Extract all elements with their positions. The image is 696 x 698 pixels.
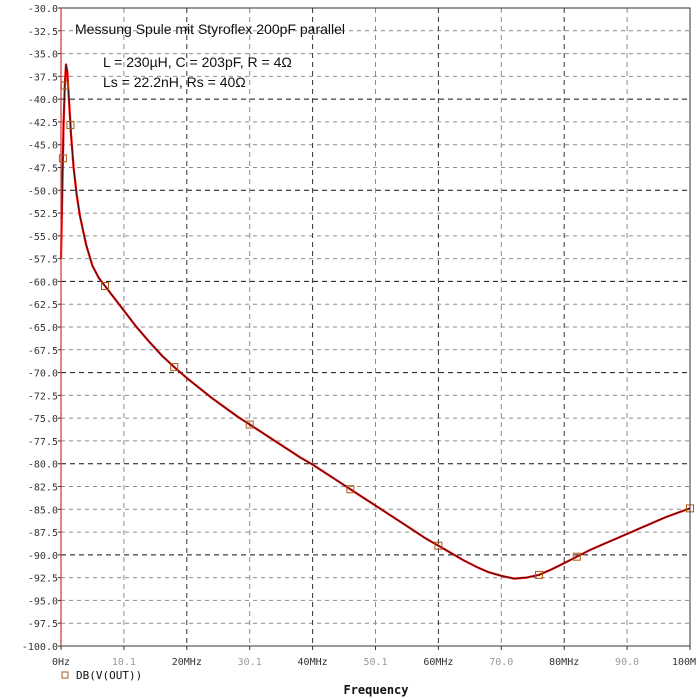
y-tick-label: -50.0 — [28, 186, 58, 197]
chart-title: Messung Spule mit Styroflex 200pF parall… — [75, 21, 345, 37]
series-marker — [66, 120, 75, 129]
series-marker — [101, 281, 110, 290]
legend: DB(V(OUT)) — [61, 669, 142, 682]
y-tick-label: -65.0 — [28, 323, 58, 334]
x-tick-label: 0Hz — [52, 657, 70, 668]
x-tick-label: 10.1 — [112, 657, 136, 668]
tick-labels: -30.0 -32.5 -35.0 -37.5 -40.0 -42.5 -45.0 -47.5… — [22, 4, 696, 668]
y-tick-label: -42.5 — [28, 118, 58, 129]
series-marker — [572, 552, 581, 561]
series-marker — [58, 154, 67, 163]
y-tick-label: -82.5 — [28, 483, 58, 494]
y-tick-label: -60.0 — [28, 277, 58, 288]
x-tick-label: 90.0 — [615, 657, 639, 668]
series-marker — [434, 541, 443, 550]
y-tick-label: -35.0 — [28, 50, 58, 61]
y-tick-label: -37.5 — [28, 72, 58, 83]
series-marker — [346, 485, 355, 494]
y-tick-label: -57.5 — [28, 255, 58, 266]
legend-series-name: DB(V(OUT)) — [76, 669, 142, 682]
y-tick-label: -87.5 — [28, 528, 58, 539]
y-tick-label: -47.5 — [28, 164, 58, 175]
x-tick-label: 100MHz — [672, 657, 696, 668]
y-tick-label: -45.0 — [28, 141, 58, 152]
y-tick-label: -75.0 — [28, 414, 58, 425]
y-tick-label: -32.5 — [28, 27, 58, 38]
y-tick-label: -67.5 — [28, 346, 58, 357]
y-tick-label: -40.0 — [28, 95, 58, 106]
grid — [58, 7, 691, 650]
x-tick-label: 20MHz — [172, 657, 202, 668]
y-tick-label: -77.5 — [28, 437, 58, 448]
annotation-component-values: L = 230µH, C = 203pF, R = 4Ω — [103, 54, 292, 70]
x-axis-label: Frequency — [343, 683, 408, 697]
series-trend-line — [60, 64, 691, 580]
y-tick-label: -97.5 — [28, 619, 58, 630]
series-layer — [58, 63, 694, 580]
y-tick-label: -62.5 — [28, 300, 58, 311]
y-tick-label: -55.0 — [28, 232, 58, 243]
series-marker — [170, 363, 179, 372]
legend-marker-icon — [61, 671, 69, 679]
series-marker — [245, 420, 254, 429]
y-tick-label: -92.5 — [28, 574, 58, 585]
y-tick-label: -72.5 — [28, 391, 58, 402]
y-tick-label: -90.0 — [28, 551, 58, 562]
x-tick-label: 70.0 — [489, 657, 513, 668]
y-tick-label: -52.5 — [28, 209, 58, 220]
x-tick-label: 30.1 — [238, 657, 262, 668]
y-tick-label: -30.0 — [28, 4, 58, 15]
y-tick-label: -100.0 — [22, 642, 58, 653]
series-marker — [535, 570, 544, 579]
y-tick-label: -95.0 — [28, 596, 58, 607]
x-tick-label: 60MHz — [423, 657, 453, 668]
y-tick-label: -70.0 — [28, 369, 58, 380]
x-tick-label: 40MHz — [298, 657, 328, 668]
y-tick-label: -80.0 — [28, 460, 58, 471]
annotation-parasitics: Ls = 22.2nH, Rs = 40Ω — [103, 74, 246, 90]
y-tick-label: -85.0 — [28, 505, 58, 516]
x-tick-label: 50.1 — [363, 657, 387, 668]
plot-frame — [60, 7, 691, 647]
x-tick-label: 80MHz — [549, 657, 579, 668]
